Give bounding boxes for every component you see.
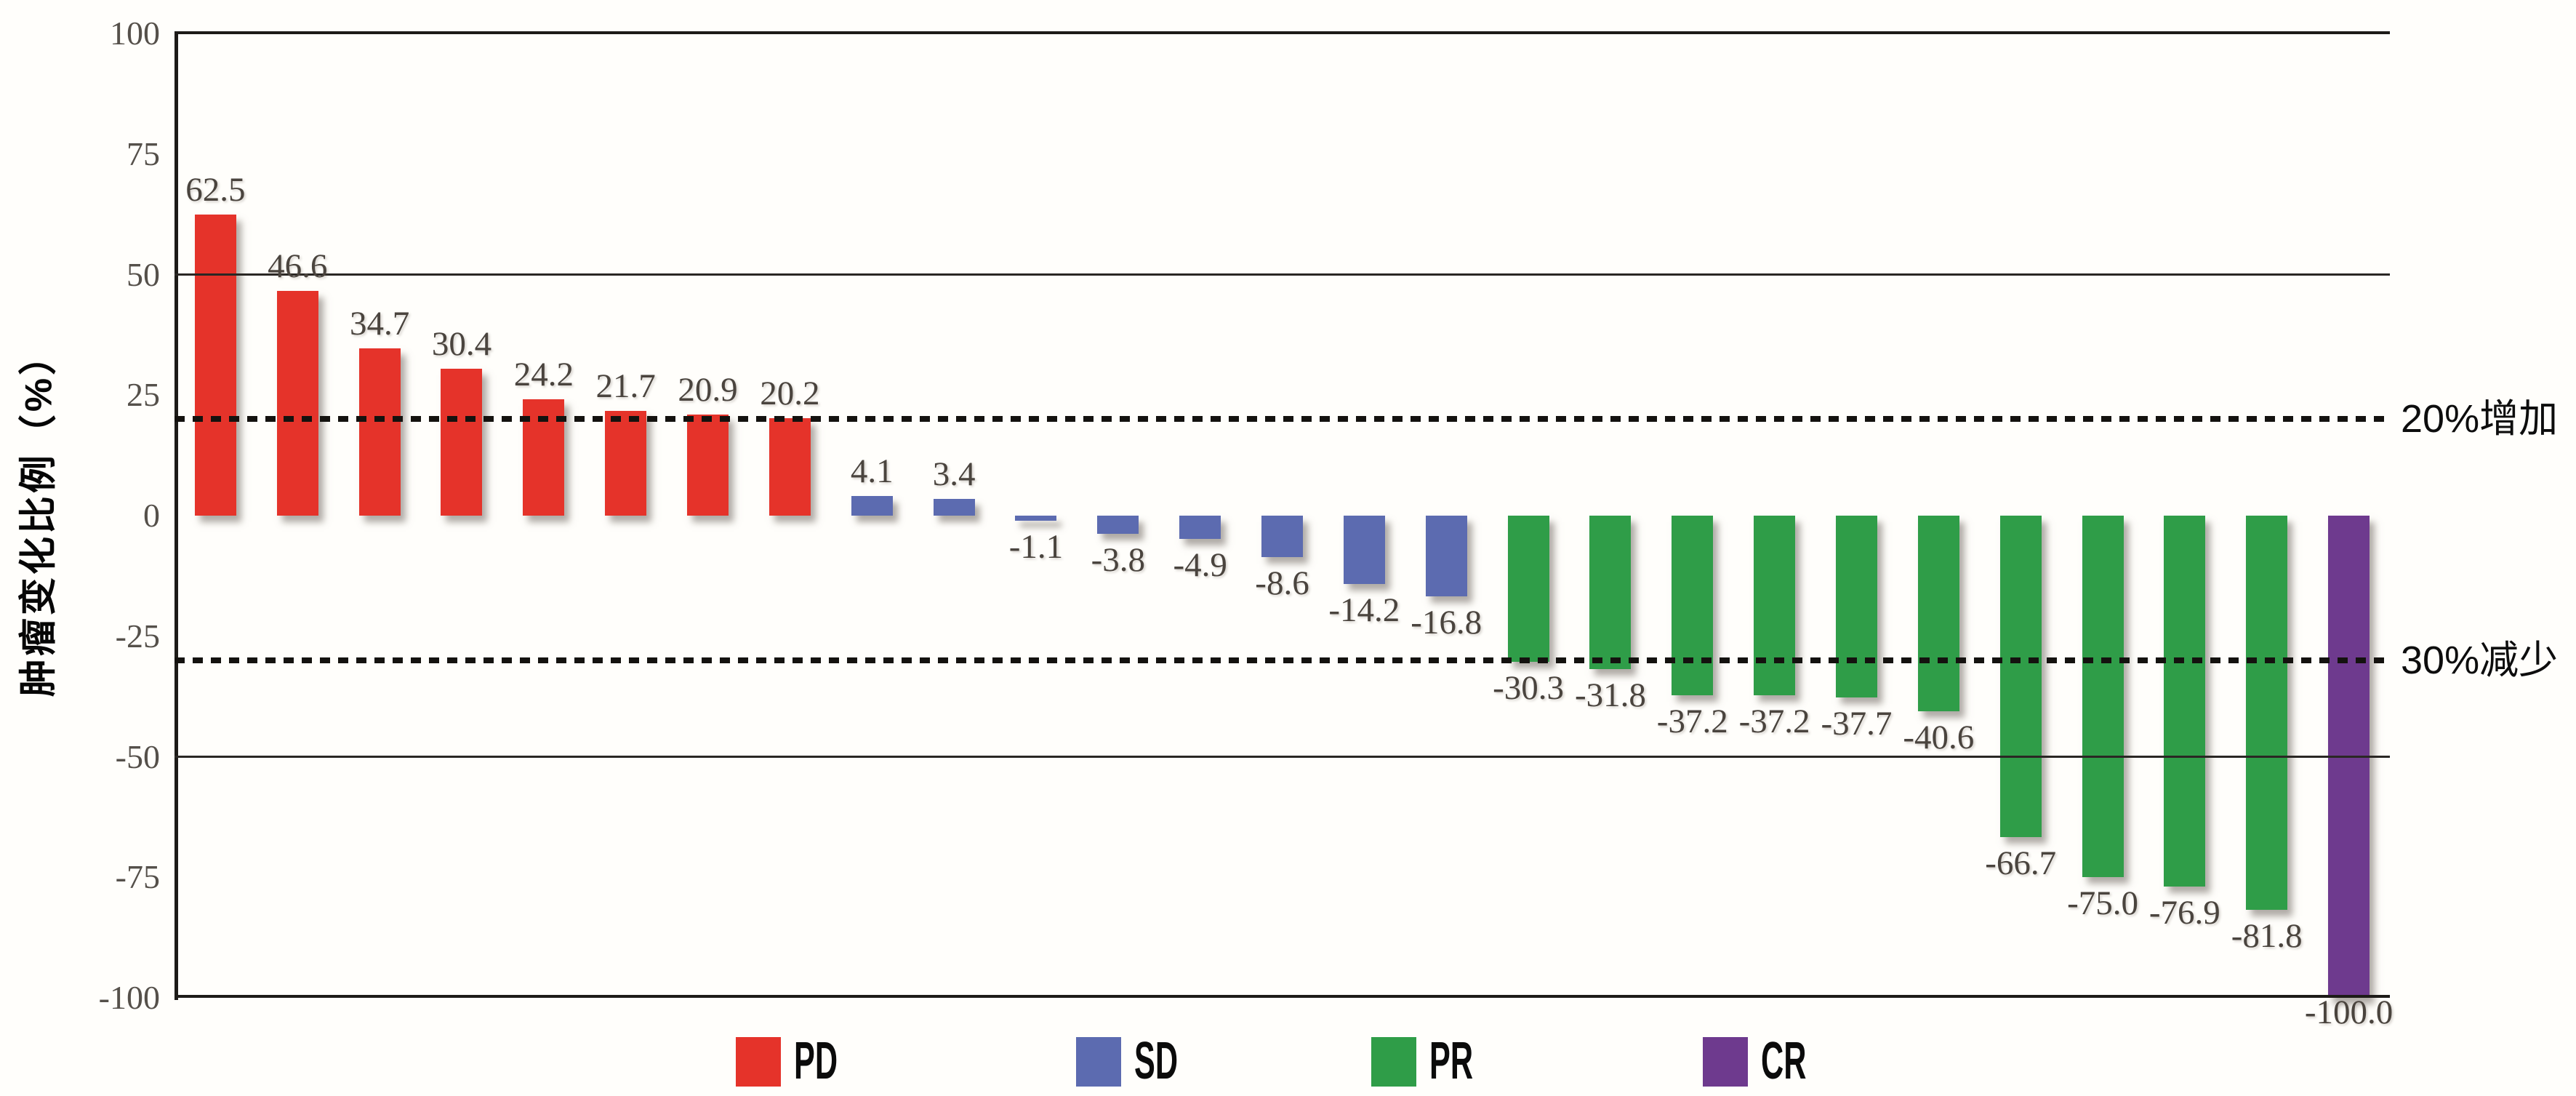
legend-swatch-pr [1371, 1037, 1416, 1087]
bar-pr [2246, 516, 2288, 911]
legend-swatch-sd [1076, 1037, 1121, 1087]
y-tick-label: -100 [98, 979, 160, 1016]
bar-pr [1999, 516, 2042, 838]
bar-pd [358, 348, 401, 516]
bar-value-label: 46.6 [268, 247, 328, 286]
bar-sd [1179, 516, 1221, 540]
bar-value-label: -4.9 [1173, 546, 1227, 585]
bar-sd [933, 499, 975, 516]
legend-label-pd: PD [794, 1032, 838, 1090]
bar-pd [687, 415, 729, 516]
bar-pd [605, 411, 647, 516]
y-tick-label: 50 [127, 255, 160, 293]
bar-value-label: 24.2 [513, 355, 574, 393]
bar-sd [851, 495, 893, 516]
y-tick-label: -50 [115, 737, 160, 775]
bar-value-label: 34.7 [350, 304, 410, 343]
y-tick-label: 0 [143, 497, 160, 534]
bar-sd [1015, 516, 1057, 521]
threshold-dotted-line [174, 416, 2390, 423]
y-tick-label: 75 [127, 135, 160, 172]
legend-label-cr: CR [1761, 1032, 1807, 1090]
bar-value-label: 4.1 [850, 452, 894, 490]
bar-pr [1835, 516, 1877, 697]
bar-value-label: -75.0 [2067, 884, 2138, 923]
bar-value-label: -81.8 [2231, 917, 2303, 956]
bar-pd [276, 291, 318, 516]
plot-area [174, 31, 2390, 1000]
bar-value-label: -30.3 [1493, 668, 1564, 707]
bar-pr [1507, 516, 1549, 662]
bar-value-label: 3.4 [932, 455, 976, 494]
y-tick-label: 100 [110, 15, 160, 52]
bar-value-label: 20.9 [678, 371, 738, 409]
bar-pd [769, 418, 811, 516]
bar-value-label: -37.7 [1821, 704, 1893, 743]
gridline [174, 756, 2390, 758]
legend-swatch-pd [736, 1037, 781, 1087]
y-tick-label: -75 [115, 858, 160, 896]
bar-value-label: -14.2 [1328, 591, 1400, 630]
bar-sd [1261, 516, 1303, 558]
bar-sd [1343, 516, 1385, 585]
bar-pr [1672, 516, 1714, 695]
bar-value-label: 30.4 [431, 325, 492, 364]
bar-value-label: -100.0 [2304, 993, 2394, 1031]
plot-bottom-border [174, 995, 2390, 998]
bar-value-label: 21.7 [595, 367, 656, 406]
y-tick-label: -25 [115, 617, 160, 655]
bar-value-label: -3.8 [1091, 541, 1145, 580]
gridline [174, 273, 2390, 276]
bar-pr [2082, 516, 2124, 878]
bar-pr [1589, 516, 1632, 669]
bar-pd [194, 214, 236, 516]
bar-sd [1425, 516, 1467, 597]
bar-pd [441, 369, 483, 516]
y-axis-line [174, 31, 178, 1000]
legend: PD SD PR CR [0, 1032, 2576, 1094]
bar-value-label: -8.6 [1255, 564, 1309, 603]
bar-value-label: -16.8 [1411, 604, 1482, 642]
bar-pr [1754, 516, 1796, 695]
bar-value-label: 62.5 [185, 170, 246, 209]
bar-value-label: -1.1 [1008, 528, 1064, 567]
threshold-label-decrease: 30%减少 [2401, 638, 2559, 682]
y-tick-label: 25 [127, 376, 160, 414]
plot-top-border [174, 31, 2390, 34]
threshold-label-increase: 20%增加 [2401, 397, 2559, 441]
bar-value-label: -37.2 [1738, 702, 1810, 740]
bar-value-label: 20.2 [760, 375, 820, 413]
bar-value-label: -76.9 [2148, 893, 2220, 932]
bar-value-label: -37.2 [1656, 702, 1728, 740]
legend-label-sd: SD [1134, 1032, 1179, 1090]
bar-sd [1097, 516, 1139, 535]
legend-label-pr: PR [1429, 1032, 1474, 1090]
bar-pr [2164, 516, 2206, 887]
bar-value-label: -40.6 [1903, 719, 1975, 757]
bar-pr [1917, 516, 1959, 712]
legend-swatch-cr [1703, 1037, 1748, 1087]
threshold-dotted-line [174, 657, 2390, 663]
bar-value-label: -66.7 [1985, 844, 2057, 883]
bar-value-label: -31.8 [1574, 676, 1646, 714]
